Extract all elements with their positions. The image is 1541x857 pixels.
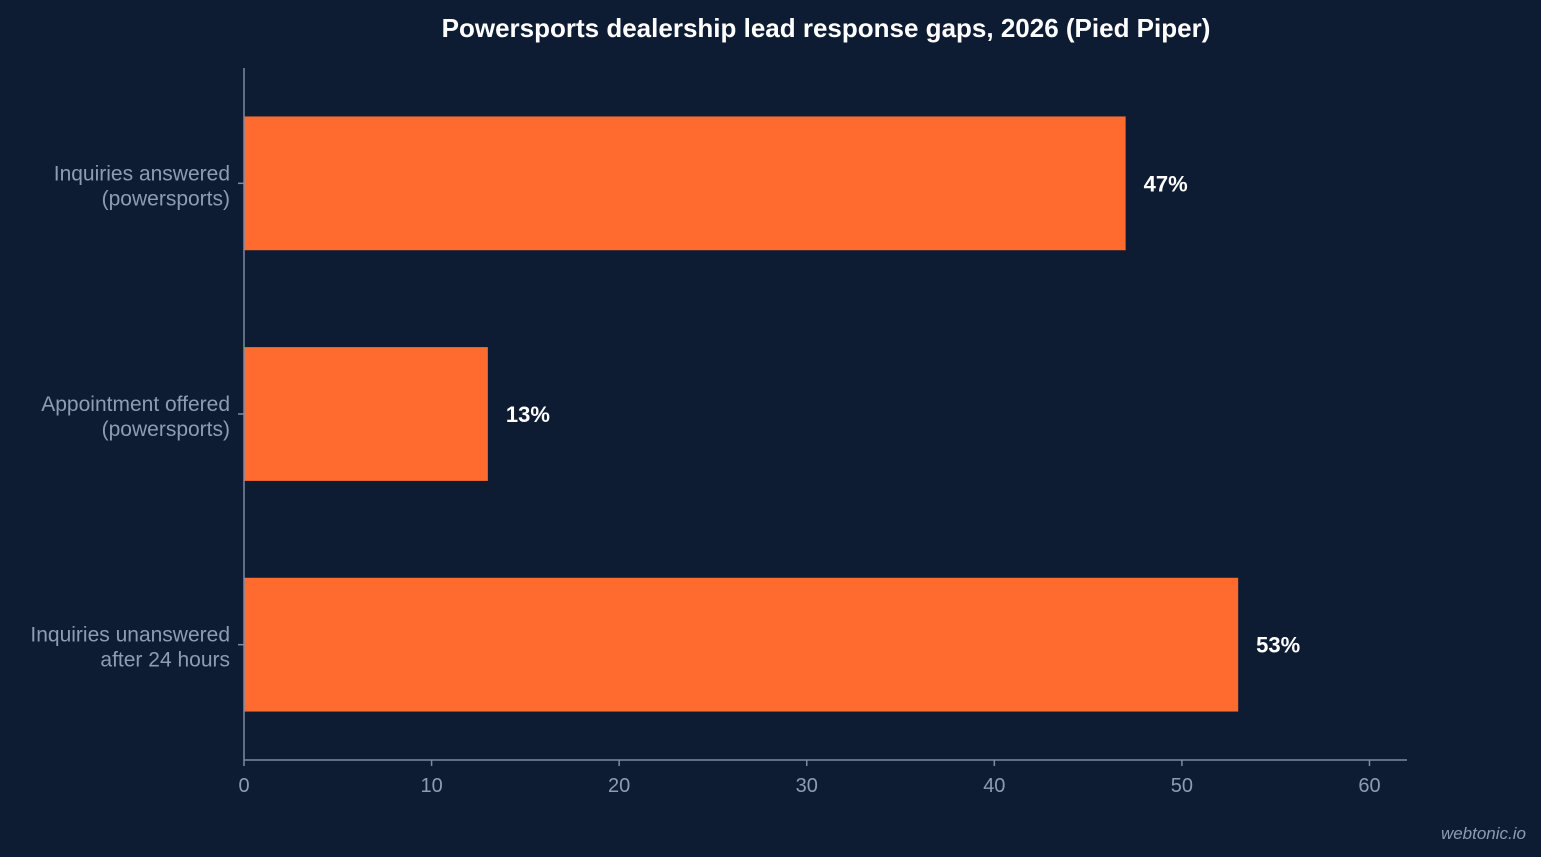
x-tick-label: 60 <box>1358 775 1380 797</box>
category-label-line: (powersports) <box>102 187 230 210</box>
bar-value-label: 47% <box>1144 171 1188 196</box>
x-tick-label: 40 <box>983 775 1005 797</box>
bar <box>244 116 1126 251</box>
watermark-text: webtonic.io <box>1441 824 1526 843</box>
bar-value-label: 13% <box>506 402 550 427</box>
bar-value-label: 53% <box>1256 633 1300 658</box>
bar <box>244 577 1239 712</box>
bar <box>244 347 488 481</box>
category-label: Appointment offered (powersports) <box>41 393 230 441</box>
axes-layer: Inquiries answered (powersports)Appointme… <box>30 68 1407 797</box>
category-label-line: Inquiries unanswered <box>30 624 230 647</box>
category-label-line: Inquiries answered <box>54 162 230 185</box>
category-label-line: (powersports) <box>102 418 230 441</box>
category-label-line: after 24 hours <box>100 649 230 672</box>
x-tick-label: 0 <box>238 775 249 797</box>
x-tick-label: 50 <box>1171 775 1193 797</box>
category-label-line: Appointment offered <box>41 393 230 416</box>
category-label: Inquiries answered (powersports) <box>54 162 230 210</box>
x-tick-label: 10 <box>420 775 442 797</box>
chart-title: Powersports dealership lead response gap… <box>442 13 1211 43</box>
x-tick-label: 20 <box>608 775 630 797</box>
x-tick-label: 30 <box>796 775 818 797</box>
category-label: Inquiries unanswered after 24 hours <box>30 624 230 672</box>
bars-layer: 47% 13% 53% <box>244 116 1300 712</box>
